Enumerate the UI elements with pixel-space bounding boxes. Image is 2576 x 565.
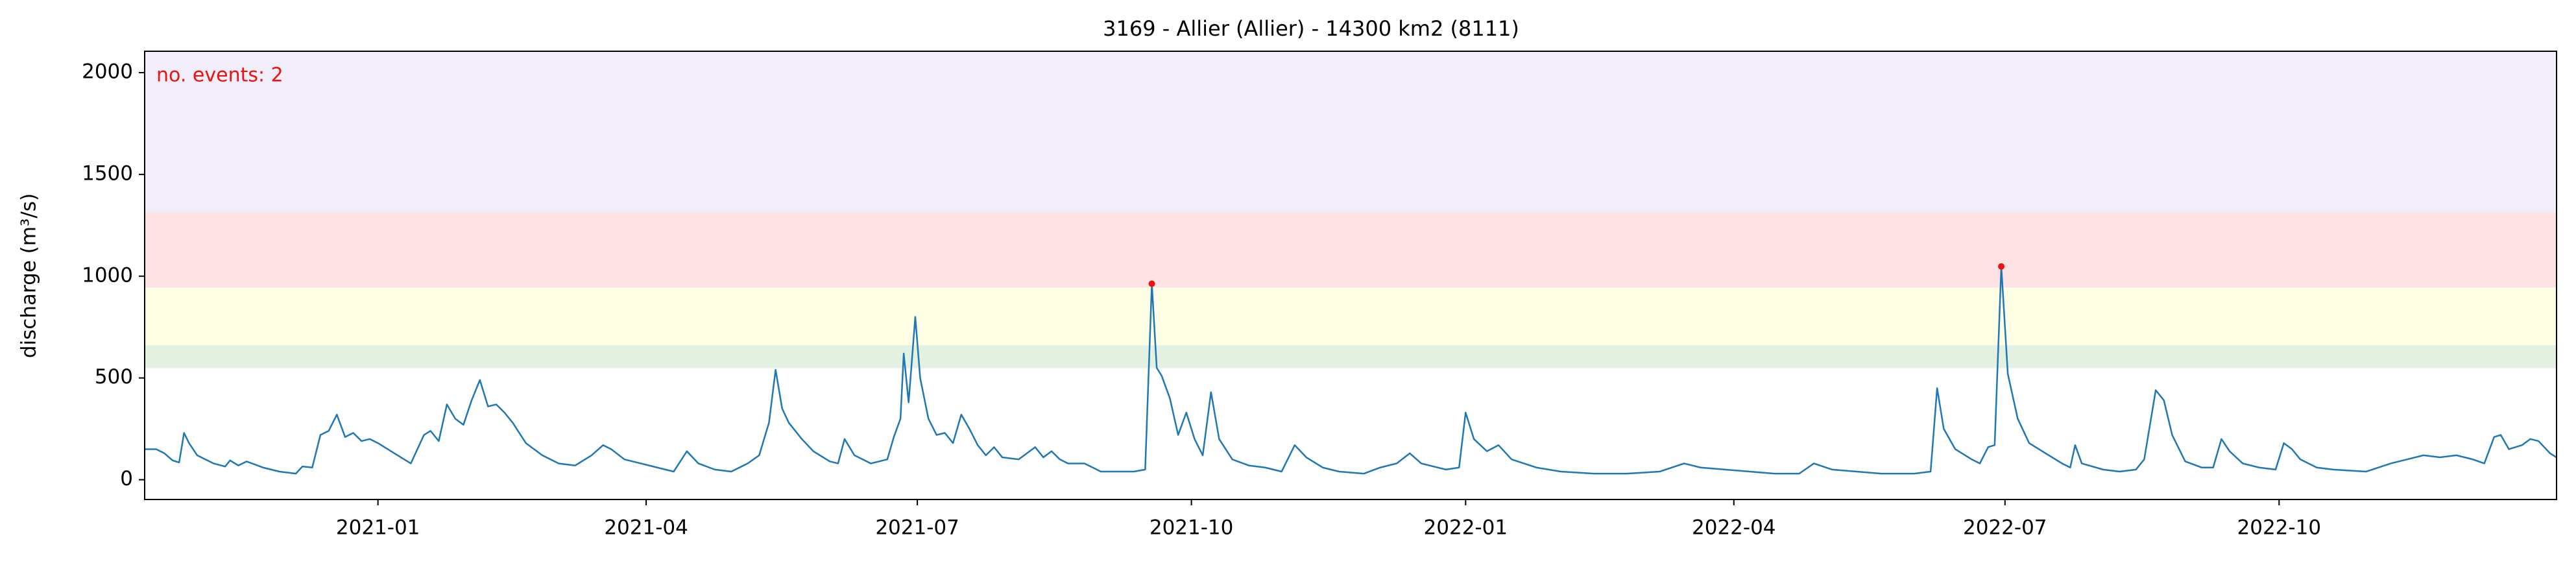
- x-tick-label: 2021-10: [1150, 516, 1234, 540]
- y-tick-label: 0: [120, 467, 133, 490]
- threshold-band: [145, 211, 2557, 288]
- x-tick-label: 2022-01: [1424, 516, 1508, 540]
- x-tick-label: 2021-04: [604, 516, 688, 540]
- x-tick-label: 2022-07: [1963, 516, 2047, 540]
- y-tick-label: 2000: [82, 60, 133, 83]
- plot-frame: [144, 51, 2557, 500]
- threshold-band: [145, 345, 2557, 368]
- event-count: no. events: 2: [156, 64, 283, 87]
- chart-title: 3169 - Allier (Allier) - 14300 km2 (8111…: [1103, 16, 1519, 41]
- x-tick-label: 2022-04: [1692, 516, 1776, 540]
- x-tick-label: 2021-07: [875, 516, 959, 540]
- y-tick-label: 1000: [82, 263, 133, 287]
- threshold-band: [145, 287, 2557, 346]
- x-tick-label: 2022-10: [2237, 516, 2322, 540]
- event-point: [1998, 263, 2005, 270]
- y-tick-label: 500: [95, 365, 133, 389]
- threshold-band: [145, 51, 2557, 212]
- discharge-line: [145, 265, 2557, 475]
- y-tick-label: 1500: [82, 162, 133, 185]
- event-point: [1148, 280, 1155, 287]
- y-axis-label: discharge (m³/s): [18, 193, 41, 358]
- x-tick-label: 2021-01: [336, 516, 420, 540]
